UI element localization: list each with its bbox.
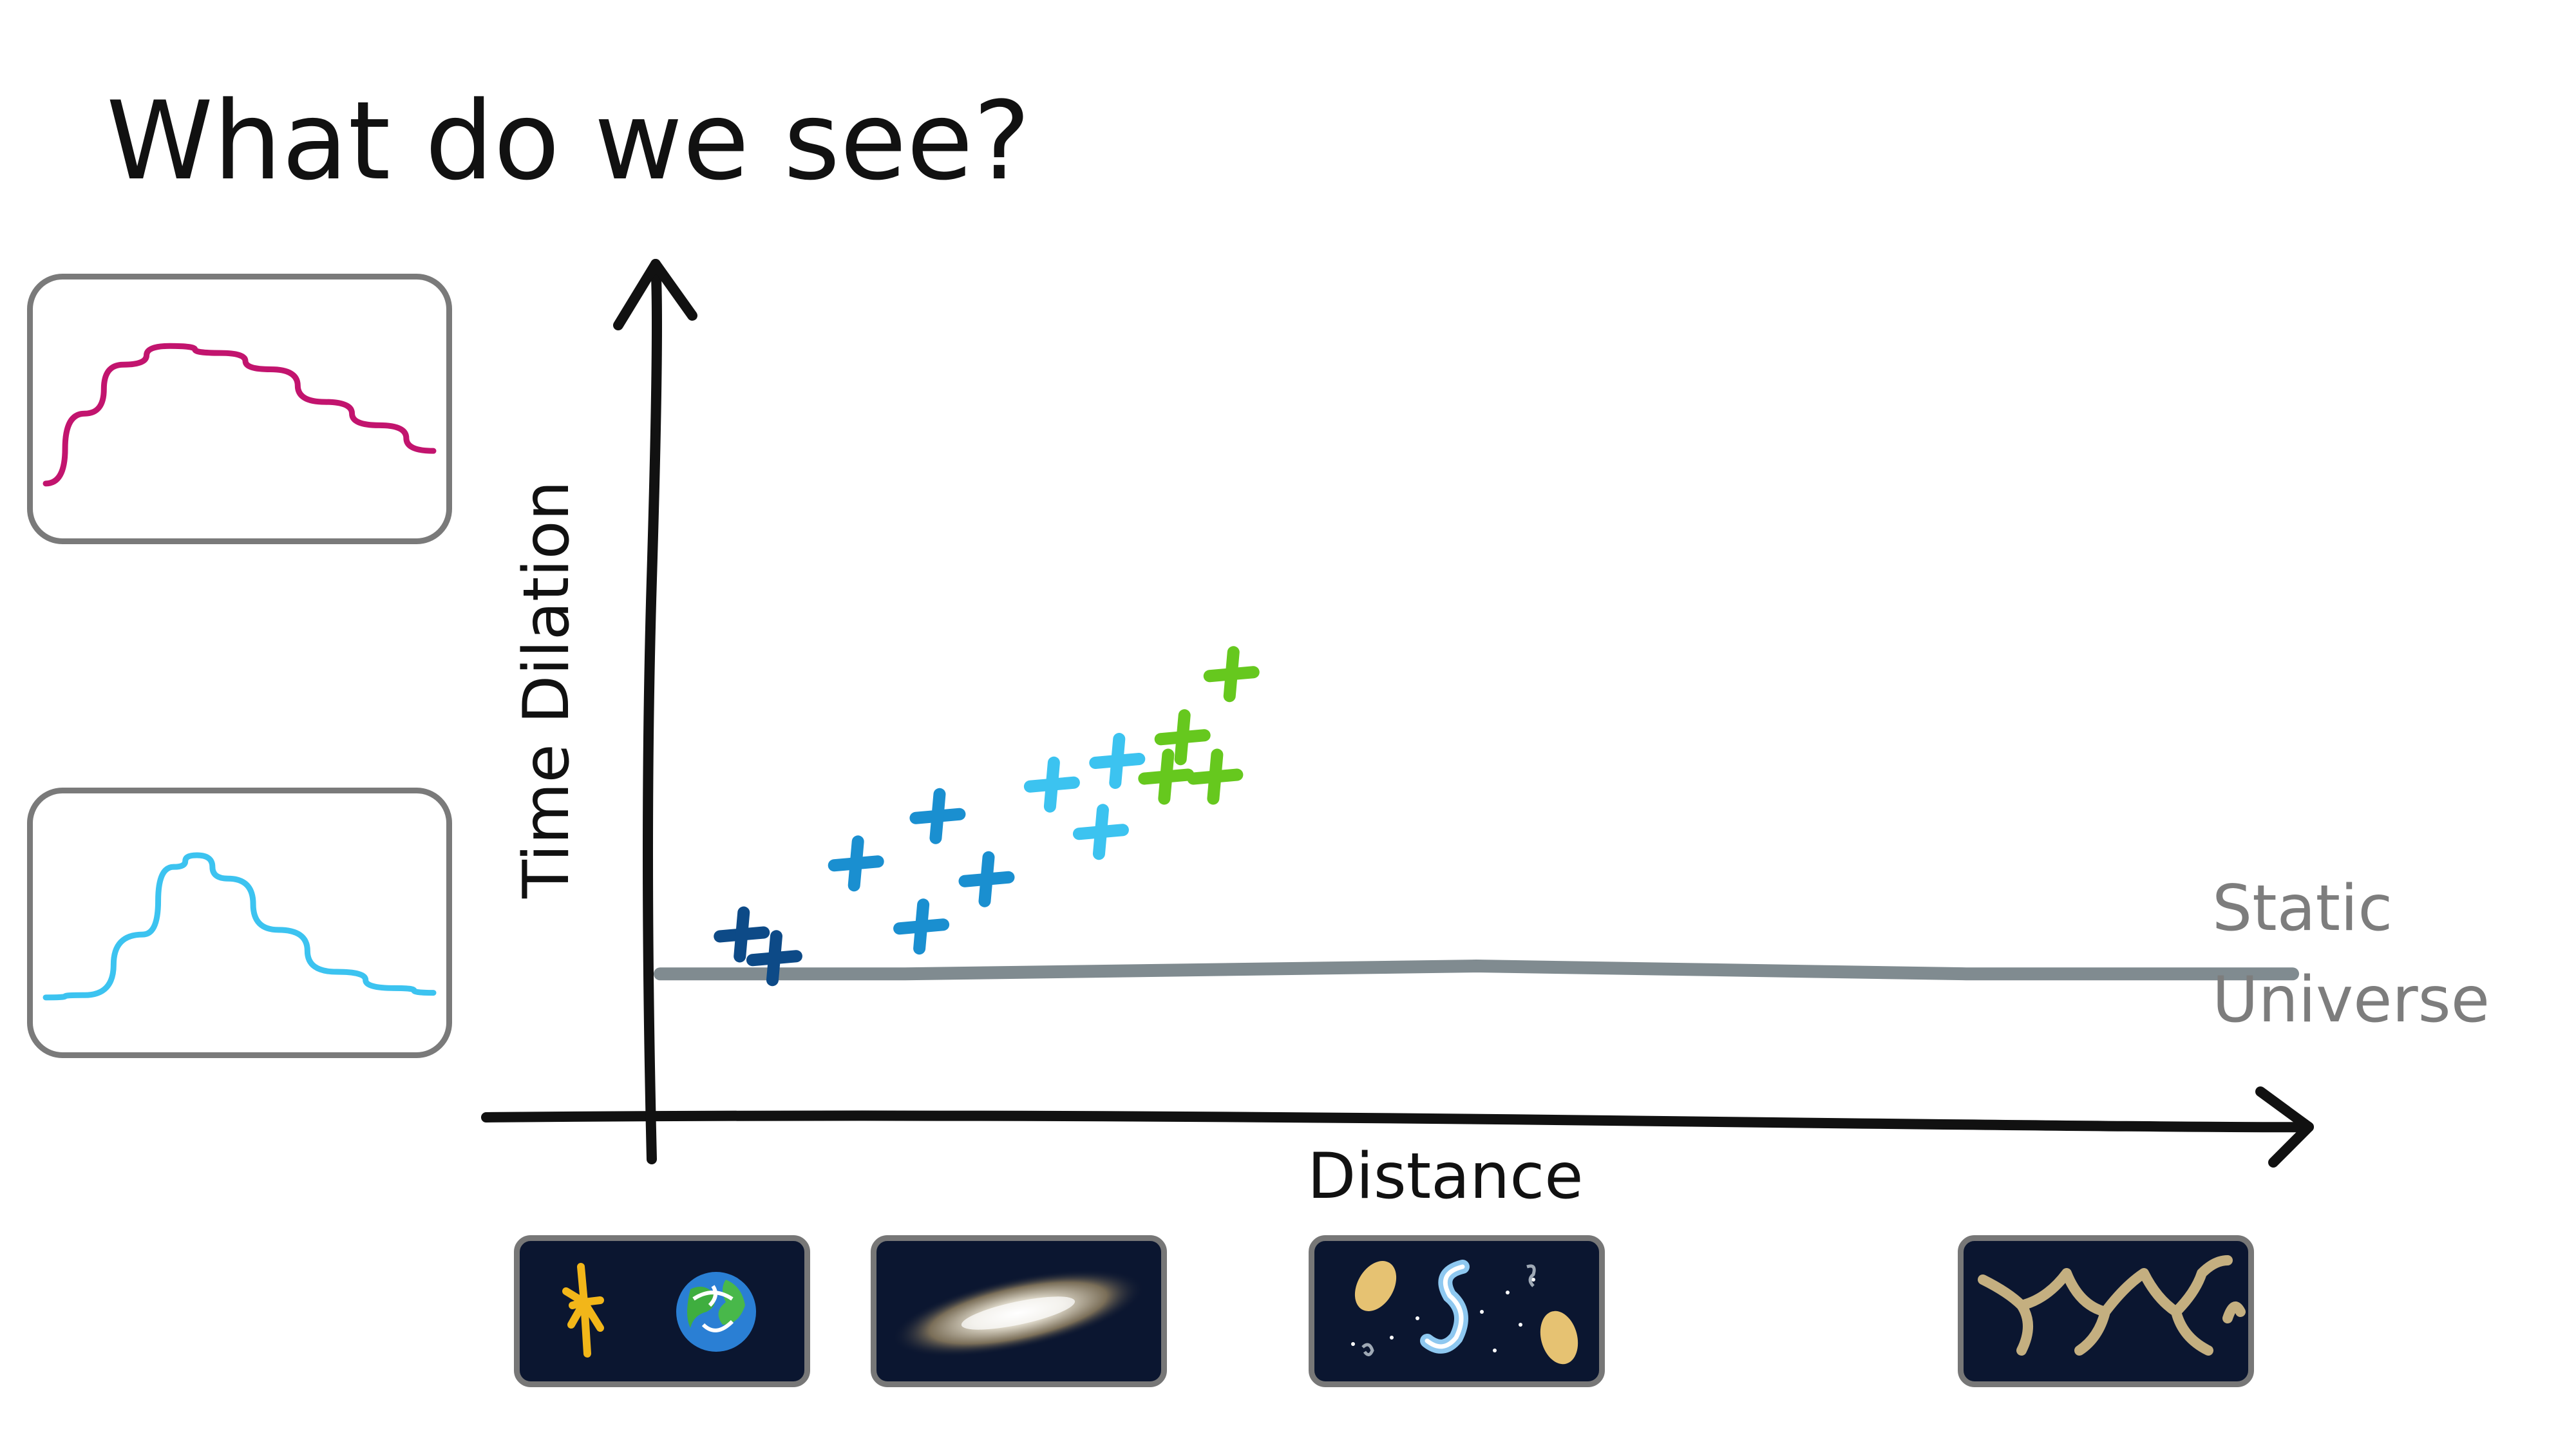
x-axis-arrowhead: [2255, 1086, 2314, 1168]
data-point: [714, 906, 770, 963]
star-burst-icon: [562, 1263, 604, 1358]
y-axis-label: Time Dilation: [510, 480, 583, 898]
spiral-galaxy-icon: [892, 1269, 1144, 1357]
data-point: [1203, 646, 1260, 703]
thumbnail-star-and-earth: [514, 1235, 810, 1387]
cosmic-web-icon: [1978, 1255, 2246, 1356]
data-point: [746, 930, 802, 987]
y-axis: [643, 259, 662, 1164]
thumbnail-galaxy-group: [1309, 1235, 1605, 1387]
data-point: [958, 851, 1015, 907]
data-point: [893, 898, 950, 955]
data-point: [909, 788, 966, 844]
light-curve-line: [43, 343, 437, 487]
light-curve-panel-bottom: [27, 788, 452, 1058]
static-universe-label: Static Universe: [2212, 863, 2490, 1046]
data-point: [1072, 804, 1129, 860]
galaxy-group-icon: [1351, 1260, 1578, 1365]
slide-title: What do we see?: [106, 78, 1031, 204]
thumbnail-cosmic-web: [1958, 1235, 2254, 1387]
x-axis-label: Distance: [1307, 1140, 1584, 1213]
thumbnail-galaxy: [871, 1235, 1167, 1387]
x-axis: [481, 1110, 2314, 1133]
data-point: [1154, 709, 1211, 766]
y-axis-arrowhead: [613, 259, 697, 330]
light-curve-magenta: [43, 343, 437, 487]
data-point: [1138, 748, 1195, 805]
data-point: [1023, 756, 1080, 813]
static-universe-label-line1: Static: [2212, 872, 2393, 945]
data-point: [828, 835, 884, 892]
static-universe-line: [654, 959, 2299, 981]
light-curve-line: [43, 852, 437, 1001]
light-curve-cyan: [43, 852, 437, 1001]
data-point: [1187, 748, 1244, 805]
earth-icon: [676, 1272, 756, 1352]
light-curve-panel-top: [27, 274, 452, 544]
static-universe-label-line2: Universe: [2212, 963, 2490, 1037]
data-point: [1089, 733, 1146, 789]
